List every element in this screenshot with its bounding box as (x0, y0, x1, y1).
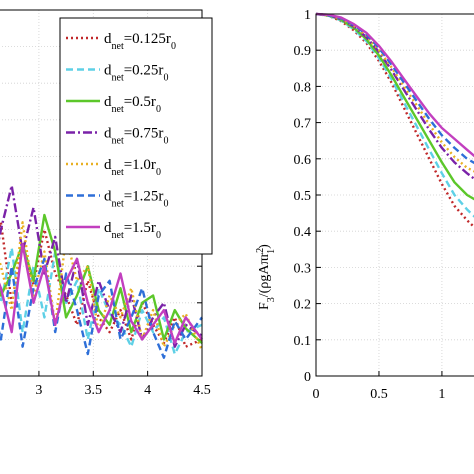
legend-label-1: dnet=0.125r0 (104, 31, 176, 52)
left-x-tick-label: 3.5 (85, 383, 103, 398)
right-series-line-5 (315, 12, 474, 173)
right-series-lines (315, 12, 474, 229)
legend-label-4: dnet=0.75r0 (104, 126, 168, 147)
right-y-tick-label: 0 (304, 370, 311, 385)
right-y-tick-label: 0.6 (294, 153, 312, 168)
left-x-ticks: 3 3.5 4 4.5 (35, 371, 211, 398)
right-y-tick-label: 0.8 (294, 80, 312, 95)
right-y-tick-label: 0.3 (294, 261, 312, 276)
right-y-tick-label: 0.1 (294, 334, 312, 349)
right-series-line-2 (315, 12, 474, 218)
right-x-tick-label: 1 (438, 387, 445, 402)
left-x-tick-label: 3 (35, 383, 42, 398)
legend-box (59, 17, 213, 255)
right-y-ticks: 0 0.1 0.2 0.3 0.4 0.5 0.6 0.7 0.8 0.9 1 (294, 8, 321, 385)
left-chart-panel: 3 3.5 4 4.5 dnet=0.125r0 dnet=0.25r0 dnet=0.5… (0, 9, 213, 398)
left-series-line-7 (0, 242, 203, 345)
right-y-tick-label: 0.5 (294, 189, 312, 204)
legend-label-6: dnet=1.25r0 (104, 189, 168, 210)
left-series-lines (0, 184, 204, 359)
right-y-tick-label: 1 (304, 8, 311, 23)
left-x-tick-label: 4.5 (193, 383, 211, 398)
right-series-line-1 (315, 12, 474, 229)
right-x-tick-label: 0 (313, 387, 320, 402)
ylabel-end: ) (257, 244, 272, 249)
right-chart-panel: 0 0.5 1 00.10.20.30.40.50.60.70.80.91 F3/(… (255, 8, 474, 402)
ylabel-sub2: 1 (266, 249, 277, 254)
right-series-line-4 (315, 12, 474, 181)
left-series-line-2 (0, 246, 203, 356)
legend: dnet=0.125r0 dnet=0.25r0 dnet=0.5r0 dnet=0.… (59, 17, 213, 255)
right-series-line-7 (315, 12, 474, 158)
legend-items: dnet=0.125r0 dnet=0.25r0 dnet=0.5r0 dnet=0.… (66, 31, 176, 241)
left-series-line-5 (0, 221, 204, 351)
left-series-line-6 (0, 257, 203, 359)
right-y-tick-label: 0.9 (294, 44, 312, 59)
right-y-tick-label: 0.2 (294, 298, 312, 313)
right-x-tick-label: 0.5 (370, 387, 388, 402)
right-y-tick-label: 0.7 (294, 117, 312, 132)
legend-label-3: dnet=0.5r0 (104, 94, 161, 115)
right-x-ticks: 0 0.5 1 (313, 371, 445, 402)
right-y-tick-label: 0.4 (294, 225, 312, 240)
right-y-axis-label: F3/(ρgAπr21) (255, 244, 277, 310)
left-series-line-4 (0, 184, 203, 348)
legend-label-7: dnet=1.5r0 (104, 220, 161, 241)
ylabel-main: F (257, 302, 272, 310)
ylabel-sup: 2 (255, 248, 266, 253)
ylabel-sub: 3 (266, 297, 277, 302)
legend-label-2: dnet=0.25r0 (104, 63, 168, 84)
right-series-line-3 (315, 12, 474, 201)
legend-label-5: dnet=1.0r0 (104, 157, 161, 178)
left-x-tick-label: 4 (144, 383, 151, 398)
ylabel-mid: /(ρgAπr (257, 252, 272, 297)
